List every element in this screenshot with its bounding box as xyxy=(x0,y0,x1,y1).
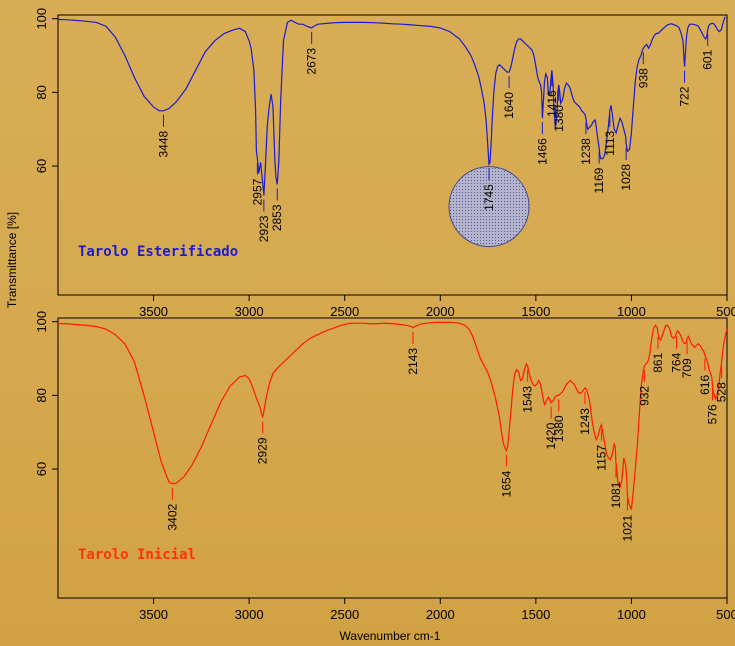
x-tick-label-p1-5: 1000 xyxy=(617,607,646,622)
peak-label-p0-10: 1238 xyxy=(579,138,593,165)
peak-label-p0-2: 2923 xyxy=(257,215,271,242)
spectrum-line-p0 xyxy=(58,16,726,196)
peak-label-p1-5: 1420 xyxy=(544,422,558,449)
y-tick-label-p1-0: 60 xyxy=(34,462,49,476)
plot-frame-p0 xyxy=(57,14,728,296)
plot-frame-p1 xyxy=(57,317,728,599)
peak-label-p1-11: 932 xyxy=(637,386,651,406)
peak-label-p0-3: 2853 xyxy=(270,204,284,231)
peak-label-p1-13: 764 xyxy=(670,352,684,372)
panel-title-p0: Tarolo Esterificado xyxy=(78,244,238,260)
peak-label-p0-5: 1745 xyxy=(482,184,496,211)
peak-label-p0-1: 2957 xyxy=(250,178,264,205)
x-tick-label-p0-6: 500 xyxy=(716,304,735,319)
x-tick-label-p0-5: 1000 xyxy=(617,304,646,319)
peak-label-p1-12: 861 xyxy=(651,352,665,372)
peak-label-p1-0: 3402 xyxy=(165,503,179,530)
panel-tarolo-inicial: 3500 3000 2500 2000 1500 1000 500 60 80 100 3402 29… xyxy=(34,311,735,622)
x-tick-label-p0-1: 3000 xyxy=(235,304,264,319)
peak-label-p0-12: 1113 xyxy=(603,130,617,155)
peak-label-p0-7: 1466 xyxy=(535,138,549,165)
peak-label-p1-15: 616 xyxy=(698,375,712,395)
x-tick-label-p1-1: 3000 xyxy=(235,607,264,622)
y-tick-label-p1-2: 100 xyxy=(34,311,49,333)
x-tick-label-p0-0: 3500 xyxy=(139,304,168,319)
peak-label-p1-17: 528 xyxy=(715,382,729,402)
y-tick-label-p1-1: 80 xyxy=(34,388,49,402)
peak-label-p1-14: 709 xyxy=(680,358,694,378)
peak-label-p1-3: 1654 xyxy=(499,470,513,497)
x-tick-label-p1-6: 500 xyxy=(716,607,735,622)
y-tick-label-p0-2: 100 xyxy=(34,8,49,30)
peak-label-p0-16: 601 xyxy=(701,49,715,69)
peak-label-p0-13: 1028 xyxy=(619,164,633,191)
x-axis-label: Wavenumber cm-1 xyxy=(340,629,441,643)
x-tick-label-p1-2: 2500 xyxy=(330,607,359,622)
peak-label-p0-14: 938 xyxy=(636,68,650,88)
peak-label-p0-4: 2673 xyxy=(305,48,319,75)
peak-label-p1-10: 1021 xyxy=(620,515,634,542)
x-tick-label-p1-3: 2000 xyxy=(426,607,455,622)
peak-label-p0-11: 1169 xyxy=(592,167,606,193)
spectrum-line-p1 xyxy=(58,321,727,510)
peak-label-p1-9: 1081 xyxy=(609,481,623,508)
x-tick-label-p0-3: 2000 xyxy=(426,304,455,319)
peak-label-p0-0: 3448 xyxy=(157,130,171,157)
highlight-circle-p0 xyxy=(448,166,530,248)
x-tick-label-p0-4: 1500 xyxy=(521,304,550,319)
x-tick-label-p0-2: 2500 xyxy=(330,304,359,319)
peak-label-p1-8: 1157 xyxy=(594,445,608,471)
peak-label-p0-9: 1380 xyxy=(552,105,566,132)
peak-label-p1-1: 2929 xyxy=(256,437,270,464)
y-tick-label-p0-0: 60 xyxy=(34,159,49,173)
x-tick-label-p1-0: 3500 xyxy=(139,607,168,622)
peak-label-p1-7: 1243 xyxy=(578,408,592,435)
panel-title-p1: Tarolo Inicial xyxy=(78,547,196,563)
peak-label-p1-4: 1543 xyxy=(521,386,535,413)
peak-label-p1-16: 576 xyxy=(705,404,719,424)
peak-label-p1-6: 1380 xyxy=(552,415,566,442)
panel-tarolo-esterificado: 3500 3000 2500 2000 1500 1000 500 60 80 100 3448 29… xyxy=(34,8,735,319)
peak-label-p0-8: 1416 xyxy=(545,90,559,117)
peak-label-p1-2: 2143 xyxy=(406,348,420,375)
peak-label-p0-6: 1640 xyxy=(502,92,516,119)
y-tick-label-p0-1: 80 xyxy=(34,85,49,99)
y-axis-label: Transmittance [%] xyxy=(5,212,19,308)
peak-label-p0-15: 722 xyxy=(678,86,692,106)
x-tick-label-p1-4: 1500 xyxy=(521,607,550,622)
